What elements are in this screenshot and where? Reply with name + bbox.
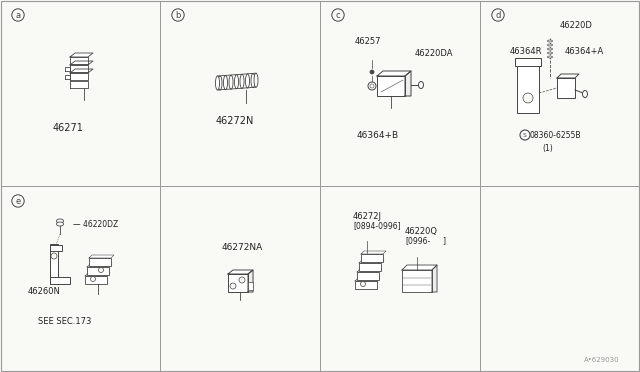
Ellipse shape xyxy=(251,74,255,87)
Polygon shape xyxy=(70,69,93,73)
Text: [0894-0996]: [0894-0996] xyxy=(353,221,401,231)
Circle shape xyxy=(523,93,533,103)
Ellipse shape xyxy=(547,40,552,42)
Bar xyxy=(402,270,432,292)
Ellipse shape xyxy=(547,44,552,46)
Text: e: e xyxy=(15,196,20,205)
Bar xyxy=(50,245,62,251)
Bar xyxy=(515,58,541,66)
Text: 46364+B: 46364+B xyxy=(357,131,399,140)
Circle shape xyxy=(99,267,104,273)
Bar xyxy=(517,58,539,113)
Circle shape xyxy=(370,70,374,74)
Text: 46364+A: 46364+A xyxy=(565,46,604,55)
Ellipse shape xyxy=(547,56,552,58)
Text: (1): (1) xyxy=(543,144,554,153)
Circle shape xyxy=(230,283,236,289)
Text: 08360-6255B: 08360-6255B xyxy=(530,131,582,140)
Bar xyxy=(557,78,575,98)
Text: 46220Q: 46220Q xyxy=(405,227,438,235)
Polygon shape xyxy=(89,255,114,258)
Polygon shape xyxy=(70,81,88,88)
Ellipse shape xyxy=(216,76,220,90)
Circle shape xyxy=(520,130,530,140)
Bar xyxy=(87,267,109,275)
Polygon shape xyxy=(405,71,411,96)
Polygon shape xyxy=(377,71,411,76)
Circle shape xyxy=(239,277,245,283)
Text: — 46220DZ: — 46220DZ xyxy=(73,219,118,228)
Polygon shape xyxy=(432,265,437,292)
Text: 46220DA: 46220DA xyxy=(415,48,454,58)
Bar xyxy=(89,258,111,266)
Text: 46272N: 46272N xyxy=(216,116,254,126)
Polygon shape xyxy=(70,61,93,65)
Polygon shape xyxy=(65,67,70,71)
Text: 46220D: 46220D xyxy=(560,20,593,29)
Polygon shape xyxy=(70,65,88,72)
Ellipse shape xyxy=(240,74,244,89)
Circle shape xyxy=(360,282,365,286)
Text: S: S xyxy=(523,132,527,138)
Text: d: d xyxy=(495,10,500,19)
Bar xyxy=(228,274,248,292)
Bar xyxy=(359,263,381,271)
Polygon shape xyxy=(557,74,579,78)
Polygon shape xyxy=(70,53,93,57)
Circle shape xyxy=(90,276,95,282)
Polygon shape xyxy=(70,57,88,64)
Ellipse shape xyxy=(56,222,63,226)
Ellipse shape xyxy=(246,74,250,88)
Bar xyxy=(357,272,379,280)
Polygon shape xyxy=(65,75,70,79)
Text: 46272NA: 46272NA xyxy=(221,243,262,251)
Bar xyxy=(248,282,253,290)
Polygon shape xyxy=(85,273,110,276)
Ellipse shape xyxy=(419,81,424,89)
Polygon shape xyxy=(402,265,437,270)
Ellipse shape xyxy=(56,219,63,223)
Ellipse shape xyxy=(547,48,552,50)
Text: b: b xyxy=(175,10,180,19)
Ellipse shape xyxy=(234,75,239,89)
Polygon shape xyxy=(357,269,382,272)
Ellipse shape xyxy=(229,75,233,89)
Bar xyxy=(85,276,107,284)
Text: 46271: 46271 xyxy=(52,123,83,133)
Bar xyxy=(361,254,383,262)
Text: 46257: 46257 xyxy=(355,36,381,45)
Circle shape xyxy=(368,82,376,90)
Polygon shape xyxy=(355,278,380,281)
Text: c: c xyxy=(336,10,340,19)
Polygon shape xyxy=(248,270,253,292)
Bar xyxy=(50,244,58,284)
Text: a: a xyxy=(15,10,20,19)
Bar xyxy=(377,76,405,96)
Text: [0996-: [0996- xyxy=(405,237,430,246)
Bar xyxy=(50,277,70,284)
Text: ]: ] xyxy=(442,237,445,246)
Ellipse shape xyxy=(223,76,227,90)
Text: A•629030: A•629030 xyxy=(584,357,620,363)
Ellipse shape xyxy=(254,73,258,87)
Text: 46272J: 46272J xyxy=(353,212,382,221)
Polygon shape xyxy=(359,260,384,263)
Bar xyxy=(355,281,377,289)
Polygon shape xyxy=(361,251,386,254)
Text: 46364R: 46364R xyxy=(510,46,543,55)
Polygon shape xyxy=(70,73,88,80)
Text: 46260N: 46260N xyxy=(28,286,61,295)
Circle shape xyxy=(51,253,57,259)
Ellipse shape xyxy=(547,52,552,54)
Text: SEE SEC.173: SEE SEC.173 xyxy=(38,317,92,326)
Polygon shape xyxy=(228,270,253,274)
Polygon shape xyxy=(87,264,112,267)
Ellipse shape xyxy=(582,90,588,97)
Ellipse shape xyxy=(218,76,222,90)
